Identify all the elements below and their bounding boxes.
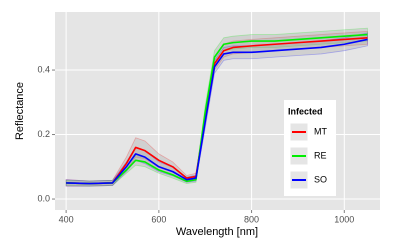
legend-title: Infected (288, 106, 323, 116)
series-line (66, 38, 368, 185)
legend-label: MT (314, 126, 327, 136)
x-tick-label: 600 (151, 214, 166, 224)
y-tick-label: 0.2 (37, 129, 50, 139)
y-axis-title: Reflectance (14, 82, 26, 140)
x-tick-label: 1000 (334, 214, 354, 224)
x-tick-label: 400 (59, 214, 74, 224)
legend-label: SO (314, 174, 327, 184)
x-axis-title: Wavelength [nm] (176, 226, 258, 238)
y-tick-label: 0.4 (37, 64, 50, 74)
legend-label: RE (314, 150, 327, 160)
x-tick-label: 800 (244, 214, 259, 224)
y-tick-label: 0.0 (37, 193, 50, 203)
